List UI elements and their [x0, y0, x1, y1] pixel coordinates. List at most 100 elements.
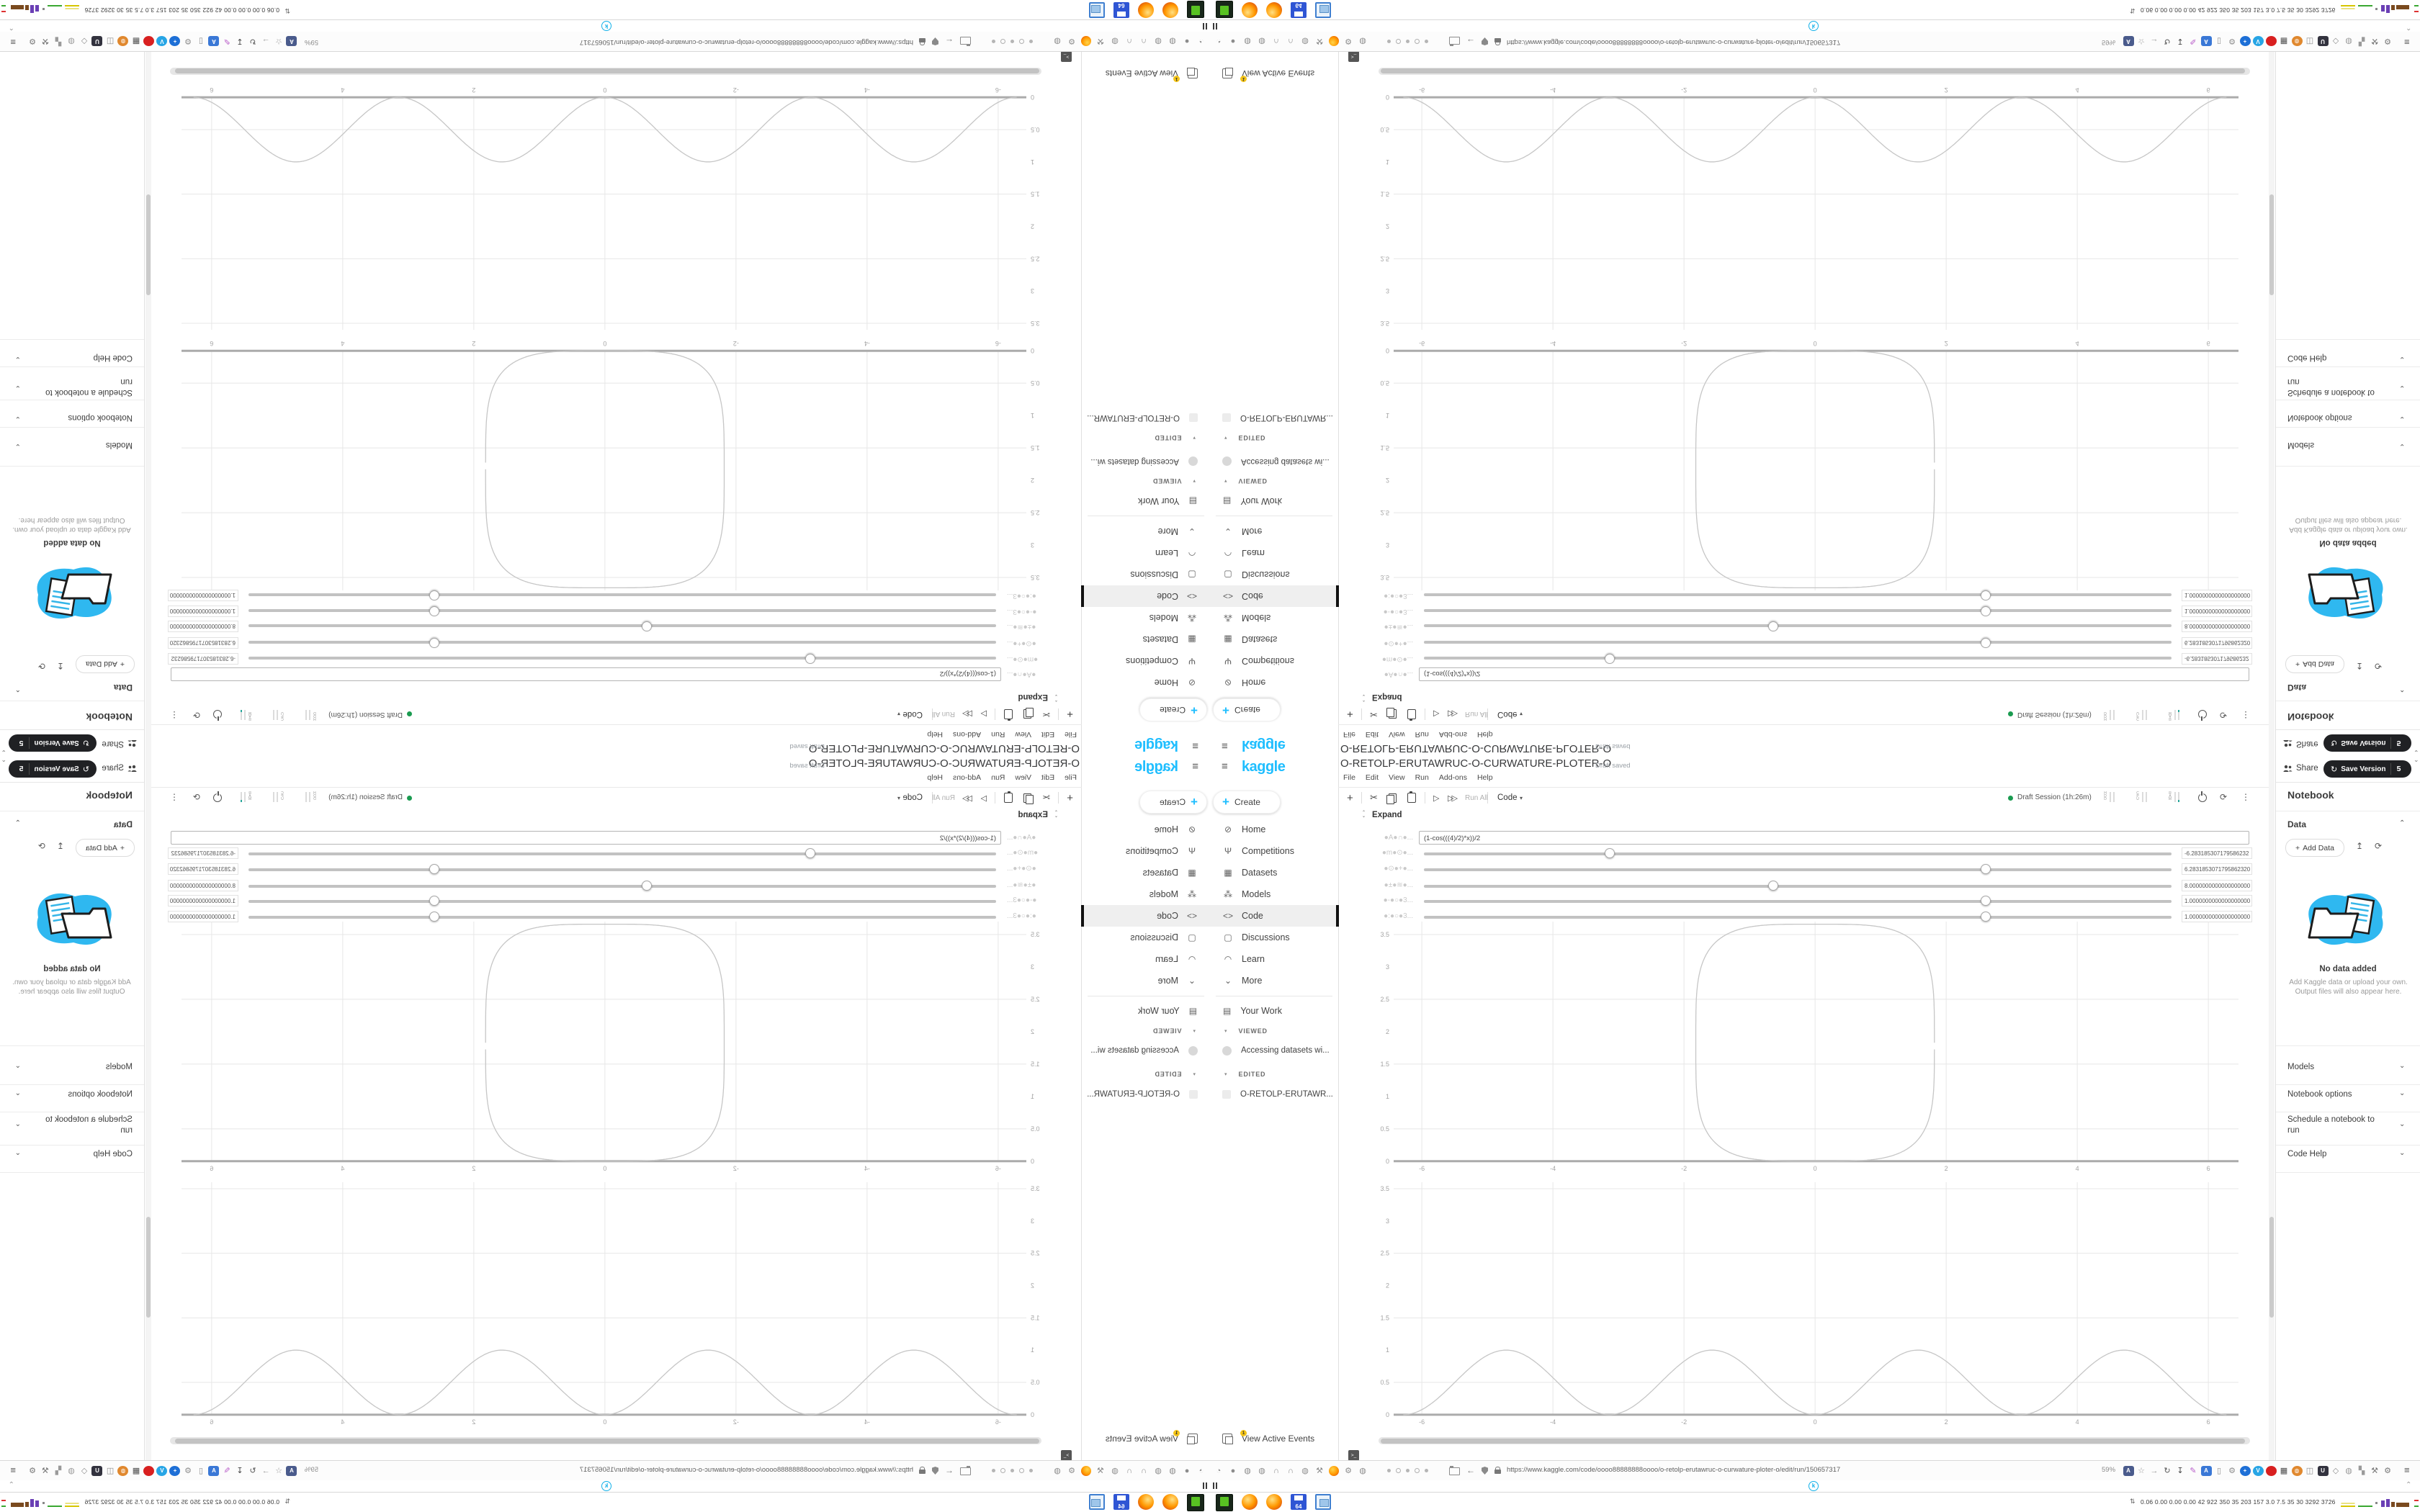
horizontal-scrollbar[interactable] [1379, 1437, 2250, 1444]
sidebar-item-viewed-notebook[interactable]: Accessing datasets wi... [1210, 451, 1338, 472]
slider-value-readout[interactable]: 8.0000000000000000000 [2182, 621, 2252, 632]
pen-icon[interactable]: ✎ [223, 1467, 230, 1475]
record-icon[interactable]: ● [1230, 37, 1236, 46]
sidebar-section-viewed[interactable]: ▾ VIEWED [1224, 1027, 1268, 1035]
uo-blocker-icon[interactable]: U [91, 36, 103, 47]
share-button[interactable]: Share [102, 764, 137, 773]
expand-control[interactable]: ⌃ ⌄ Expand [1018, 693, 1058, 701]
lock-icon[interactable] [919, 38, 926, 42]
schedule-section[interactable]: Schedule a notebook to run [45, 377, 133, 397]
sidebar-item-viewed-notebook[interactable]: Accessing datasets wi... [1210, 1040, 1338, 1061]
tracking-shield-icon[interactable] [1482, 1467, 1488, 1475]
gear-icon[interactable]: ⚙ [1345, 1467, 1352, 1475]
refresh-icon[interactable]: ⟳ [2375, 661, 2383, 671]
recorder-icon[interactable] [2265, 36, 2277, 47]
view-active-events-button[interactable]: 1 View Active Events [1210, 63, 1338, 84]
run-cell-button[interactable]: ▷ [980, 793, 987, 803]
chevron-up-icon[interactable]: ⌃ [2406, 1481, 2412, 1489]
back-arrow-icon[interactable]: ← [1466, 37, 1475, 47]
gear-icon[interactable]: ⚙ [2228, 37, 2236, 45]
kaggle-favicon[interactable]: k [601, 1481, 611, 1491]
firefox-app-2-icon[interactable] [1138, 2, 1154, 18]
lock-icon[interactable] [1494, 1467, 1501, 1474]
chevron-up-icon[interactable]: ⌃ [14, 685, 21, 693]
sidebar-item-learn[interactable]: ◠ Learn [1082, 948, 1210, 970]
gear-icon[interactable]: ⚙ [1068, 37, 1075, 45]
code-help-section[interactable]: Code Help [93, 354, 133, 362]
refresh-icon[interactable]: ⟳ [2375, 841, 2383, 851]
menu-file[interactable]: File [1065, 730, 1077, 739]
slider-value-readout[interactable]: 8.0000000000000000000 [168, 880, 238, 891]
firefox-icon[interactable] [1329, 1465, 1339, 1476]
restart-session-icon[interactable]: ⟳ [2220, 792, 2228, 802]
firefox-app-icon[interactable] [1162, 1494, 1178, 1510]
sidebar-item-viewed-notebook[interactable]: Accessing datasets wi... [1082, 1040, 1210, 1061]
firefox-app-2-icon[interactable] [1266, 2, 1282, 18]
gear-icon[interactable]: ⚙ [1345, 37, 1352, 45]
version-count-badge[interactable]: 5 [19, 739, 24, 747]
kaggle-favicon[interactable]: k [601, 21, 611, 31]
data-section-header[interactable]: Data [2287, 683, 2307, 693]
forward-icon[interactable]: → [2150, 37, 2159, 46]
menu-addons[interactable]: Add-ons [953, 773, 982, 782]
box-icon[interactable]: ◫ [106, 37, 115, 45]
notebook-title[interactable]: O-RETOLP-ERUTAWRUC-O-CURWATURE-PLOTER-O [1340, 757, 1612, 770]
pin-icon[interactable]: ◔ [1216, 37, 1222, 46]
download-icon[interactable]: ↧ [236, 37, 243, 45]
globe-icon[interactable]: ◍ [1155, 1467, 1162, 1475]
bookmark-star-icon[interactable]: ☆ [2138, 37, 2145, 45]
sidebar-section-viewed[interactable]: ▾ VIEWED [1224, 477, 1268, 485]
firefox-app-icon[interactable] [1242, 2, 1258, 18]
slider-knob[interactable] [429, 864, 439, 874]
copy-cell-button[interactable] [1386, 788, 1397, 808]
slider-knob[interactable] [429, 912, 439, 922]
sidebar-item-code[interactable]: <> Code [1210, 905, 1339, 927]
power-icon[interactable] [213, 710, 222, 719]
pause-icon[interactable] [1213, 23, 1217, 30]
slider-value-readout[interactable]: 1.0000000000000000000 [2182, 895, 2252, 906]
sidebar-item-edited-notebook[interactable]: O-RETOLP-ERUTAWR... [1082, 1084, 1210, 1104]
image-viewer-app-icon[interactable] [1089, 1494, 1105, 1510]
cell-type-dropdown[interactable]: Code [902, 710, 923, 719]
run-cell-button[interactable]: ▷ [980, 709, 987, 719]
chevron-down-icon[interactable]: ⌄ [2399, 355, 2406, 363]
lock-icon[interactable] [919, 1470, 926, 1474]
vertical-scrollbar[interactable] [145, 52, 151, 756]
slider-track[interactable] [248, 916, 996, 919]
collapse-panel-icon[interactable]: ⌄ [2414, 756, 2419, 763]
translate-2-icon[interactable]: A [2200, 1465, 2212, 1476]
chevron-up-icon[interactable]: ⌃ [2399, 819, 2406, 827]
vpn-icon[interactable]: V [2252, 36, 2264, 47]
slider-value-readout[interactable]: 6.2831853071795862320 [2182, 637, 2252, 649]
globe-icon[interactable]: ◍ [1111, 1467, 1119, 1475]
slider-track[interactable] [1424, 868, 2172, 871]
share-button[interactable]: Share [2283, 739, 2318, 748]
notebook-title[interactable]: O-RETOLP-ERUTAWRUC-O-CURWATURE-PLOTER-O [808, 757, 1080, 770]
url-bar[interactable]: https://www.kaggle.com/code/oooo88888888… [579, 1466, 913, 1474]
menu-file[interactable]: File [1343, 773, 1355, 782]
sidebar-item-discussions[interactable]: ▢ Discussions [1210, 564, 1338, 585]
kebab-menu-icon[interactable]: ⋮ [2241, 710, 2250, 720]
cut-cell-button[interactable]: ✂ [1042, 709, 1050, 720]
menu-addons[interactable]: Add-ons [953, 730, 982, 739]
pin-icon[interactable]: ◔ [1198, 1466, 1204, 1475]
chevron-down-icon[interactable]: ⌄ [2399, 1120, 2406, 1128]
slider-track[interactable] [248, 852, 996, 855]
slider-knob[interactable] [1981, 896, 1991, 906]
wrench-icon[interactable]: ⚒ [1316, 1467, 1323, 1475]
record-icon[interactable]: ● [1230, 1466, 1236, 1475]
reload-icon[interactable]: ↻ [2164, 1467, 2171, 1475]
trash-icon[interactable]: ▦ [2280, 1467, 2288, 1475]
chevron-down-icon[interactable]: ⌄ [2399, 384, 2406, 392]
image-viewer-app-icon[interactable] [1315, 2, 1331, 18]
sidebar-section-viewed[interactable]: ▾ VIEWED [1152, 1027, 1196, 1035]
folder-icon[interactable] [960, 1467, 971, 1475]
menu-help[interactable]: Help [1476, 773, 1493, 782]
paste-cell-button[interactable] [1407, 704, 1416, 724]
plus-icon[interactable]: + [169, 1465, 181, 1476]
slider-track[interactable] [1424, 641, 2172, 644]
slider-track[interactable] [248, 641, 996, 644]
slider-value-readout[interactable]: -6.283185307179586232 [168, 653, 238, 665]
vpn-icon[interactable]: V [156, 36, 168, 47]
formula-input[interactable]: (1-cos(((4)/2)*x))/2 [1419, 831, 2249, 845]
